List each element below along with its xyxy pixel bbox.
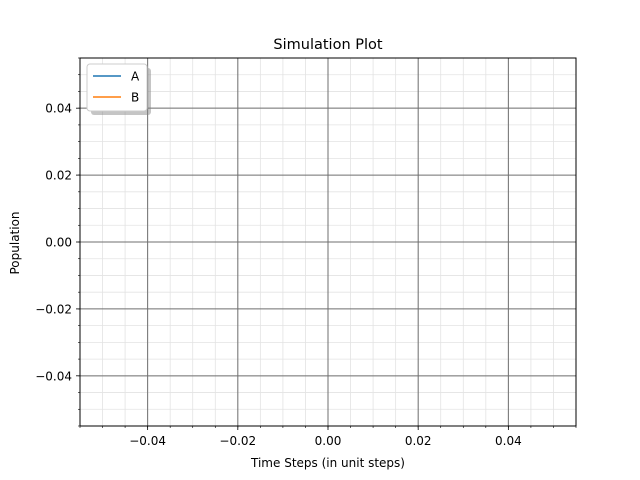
y-tick-label: 0.04 xyxy=(45,102,72,116)
legend-label-a: A xyxy=(131,70,140,84)
x-tick-label: 0.04 xyxy=(495,434,522,448)
y-tick-label: 0.02 xyxy=(45,169,72,183)
y-tick-label: 0.00 xyxy=(45,236,72,250)
legend-label-b: B xyxy=(131,91,139,105)
x-axis-ticks: −0.04 −0.02 0.00 0.02 0.04 xyxy=(79,426,577,448)
x-tick-label: −0.02 xyxy=(219,434,256,448)
plot-area: −0.04 −0.02 0.00 0.02 0.04 −0.04 −0.02 0.00 0.0… xyxy=(35,57,577,448)
y-tick-label: −0.04 xyxy=(35,369,72,383)
x-axis-label: Time Steps (in unit steps) xyxy=(250,456,405,470)
x-tick-label: −0.04 xyxy=(129,434,166,448)
y-axis-ticks: −0.04 −0.02 0.00 0.02 0.04 xyxy=(35,57,80,427)
legend: A B xyxy=(86,63,151,115)
y-axis-label: Population xyxy=(8,211,22,274)
major-grid xyxy=(80,58,576,426)
y-tick-label: −0.02 xyxy=(35,302,72,316)
x-tick-label: 0.02 xyxy=(405,434,432,448)
x-tick-label: 0.00 xyxy=(315,434,342,448)
chart-title: Simulation Plot xyxy=(273,37,382,53)
